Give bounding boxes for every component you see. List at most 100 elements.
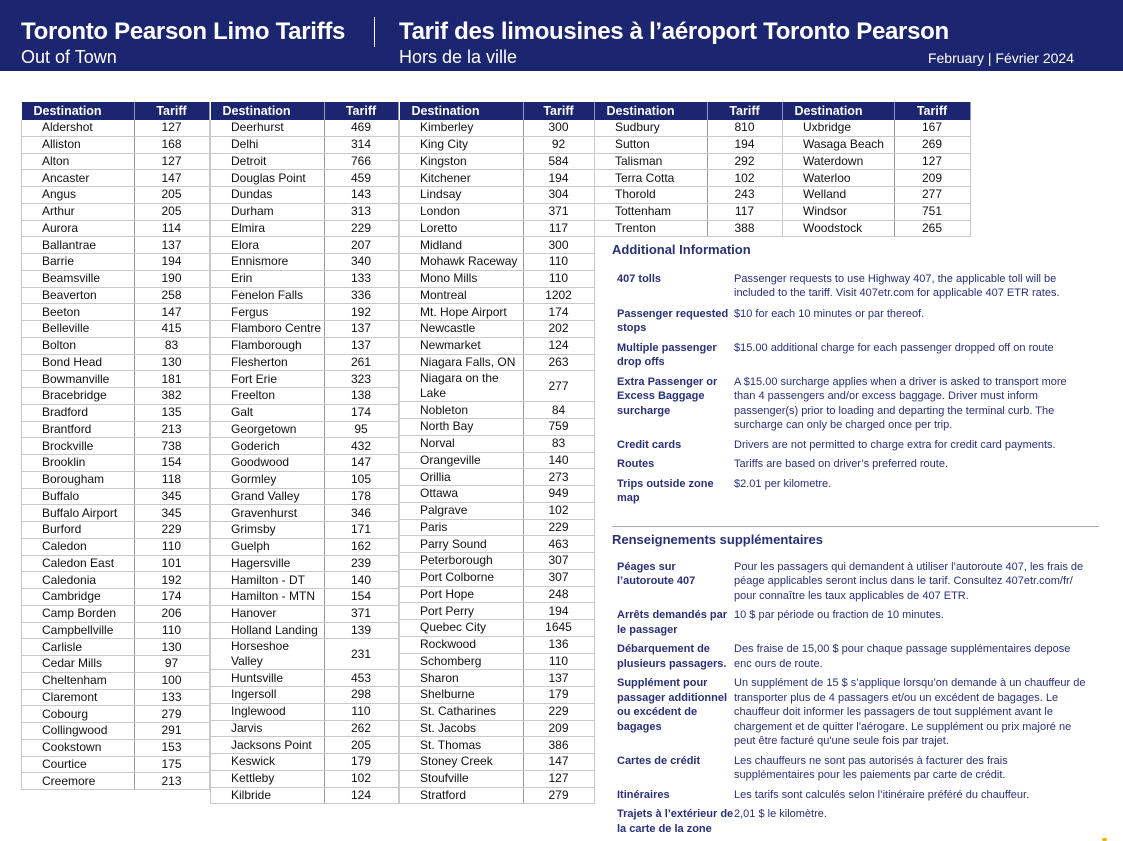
table-row: Port Perry 194	[399, 602, 595, 620]
tariff-cell: 181	[134, 370, 210, 388]
tariff-cell: 124	[324, 787, 399, 805]
table-row: Fort Erie 323	[210, 370, 399, 388]
info-text: Passenger requests to use Highway 407, t…	[734, 272, 1060, 300]
info-row: Trips outside zone map $2.01 per kilometr…	[612, 477, 1099, 506]
destination-cell: Ancaster	[21, 169, 135, 187]
table-row: Fergus 192	[210, 303, 399, 321]
table-row: Gormley 105	[210, 471, 399, 489]
table-row: Sudbury 810	[594, 120, 783, 137]
tariff-cell: 110	[523, 253, 595, 271]
destination-cell: Montreal	[399, 287, 524, 305]
destination-cell: Mono Mills	[399, 270, 524, 288]
destination-cell: Tottenham	[594, 203, 708, 221]
info-text: 10 $ par période ou fraction de 10 minut…	[734, 609, 944, 621]
tariff-cell: 130	[134, 638, 210, 656]
tariff-cell: 168	[134, 136, 210, 154]
destination-cell: Campbellville	[21, 622, 135, 640]
info-label: Routes	[617, 458, 655, 470]
table-row: Caledon 110	[21, 538, 210, 556]
destination-cell: Mohawk Raceway	[399, 253, 524, 271]
table-row: Nobleton 84	[399, 401, 595, 419]
tariff-cell: 386	[523, 736, 595, 754]
date: February | Février 2024	[927, 50, 1074, 66]
tariff-cell: 194	[523, 169, 595, 187]
table-row: Deerhurst 469	[210, 120, 399, 137]
table-row: Horseshoe Valley 231	[210, 638, 399, 671]
table-row: Kitchener 194	[399, 169, 595, 187]
table-row: Creemore 213	[21, 772, 210, 790]
tariff-cell: 298	[324, 686, 399, 704]
info-row: Routes Tariffs are based on driver’s pref…	[612, 457, 1099, 472]
table-row: Shelburne 179	[399, 686, 595, 704]
tariff-cell: 345	[134, 504, 210, 522]
table-row: Trenton 388	[594, 220, 783, 238]
tariff-cell: 738	[134, 437, 210, 455]
destination-cell: Kettleby	[210, 770, 325, 788]
destination-cell: Grimsby	[210, 521, 325, 539]
table-row: Jarvis 262	[210, 720, 399, 738]
subtitle-fr: Hors de la ville	[399, 47, 518, 67]
tariff-cell: 110	[523, 653, 595, 671]
table-row: Keswick 179	[210, 753, 399, 771]
destination-cell: Niagara on the Lake	[399, 370, 524, 403]
table-row: Bracebridge 382	[21, 387, 210, 405]
table-row: Parry Sound 463	[399, 535, 595, 553]
destination-cell: Quebec City	[399, 619, 524, 637]
table-row: Bowmanville 181	[21, 370, 210, 388]
tariff-cell: 102	[707, 169, 783, 187]
tariff-cell: 192	[134, 571, 210, 589]
destination-cell: Keswick	[210, 753, 325, 771]
tariff-cell: 194	[707, 136, 783, 154]
table-row: Buffalo 345	[21, 488, 210, 506]
info-text: Les chauffeurs ne sont pas autorisés à f…	[734, 754, 1008, 782]
destination-cell: London	[399, 203, 524, 221]
info-label: Péages sur l’autoroute 407	[617, 560, 696, 588]
tariff-cell: 307	[523, 552, 595, 570]
destination-cell: Kitchener	[399, 169, 524, 187]
destination-cell: Beamsville	[21, 270, 135, 288]
destination-cell: Jacksons Point	[210, 736, 325, 754]
destination-cell: Buffalo	[21, 488, 135, 506]
destination-cell: Windsor	[782, 203, 895, 221]
section-divider	[612, 526, 1099, 527]
table-row: Buffalo Airport 345	[21, 504, 210, 522]
tariff-cell: 153	[134, 739, 210, 757]
tariff-cell: 340	[324, 253, 399, 271]
destination-cell: Buffalo Airport	[21, 504, 135, 522]
tariff-cell: 209	[523, 720, 595, 738]
destination-cell: Palgrave	[399, 502, 524, 520]
info-label: Passenger requested stops	[617, 307, 729, 335]
destination-cell: Nobleton	[399, 401, 524, 419]
destination-cell: Schomberg	[399, 653, 524, 671]
table-header-row: Destination Tariff	[399, 102, 595, 120]
table-row: Norval 83	[399, 435, 595, 453]
tariff-cell: 117	[523, 220, 595, 238]
tariff-cell: 114	[134, 220, 210, 238]
column-header-tariff: Tariff	[523, 102, 595, 120]
destination-cell: Orangeville	[399, 452, 524, 470]
destination-cell: Cambridge	[21, 588, 135, 606]
destination-cell: Port Colborne	[399, 569, 524, 587]
destination-cell: Beeton	[21, 303, 135, 321]
tariff-cell: 269	[894, 136, 971, 154]
destination-cell: Waterloo	[782, 169, 895, 187]
info-row: Supplément pour passager additionnel ou …	[612, 676, 1099, 749]
table-row: Erin 133	[210, 270, 399, 288]
destination-cell: Niagara Falls, ON	[399, 354, 524, 372]
destination-cell: Talisman	[594, 153, 708, 171]
tariff-cell: 137	[324, 320, 399, 338]
tariff-cell: 382	[134, 387, 210, 405]
table-row: King City 92	[399, 136, 595, 154]
destination-cell: Newcastle	[399, 320, 524, 338]
tariff-cell: 97	[134, 655, 210, 673]
destination-cell: Midland	[399, 236, 524, 254]
table-row: Cobourg 279	[21, 705, 210, 723]
info-label: Débarquement de plusieurs passagers.	[617, 643, 727, 670]
table-row: Gravenhurst 346	[210, 504, 399, 522]
info-label: Trips outside zone map	[617, 477, 714, 505]
tariff-cell: 751	[894, 203, 971, 221]
table-row: Huntsville 453	[210, 669, 399, 687]
destination-cell: King City	[399, 136, 524, 154]
table-row: Schomberg 110	[399, 653, 595, 671]
destination-cell: Courtice	[21, 756, 135, 774]
